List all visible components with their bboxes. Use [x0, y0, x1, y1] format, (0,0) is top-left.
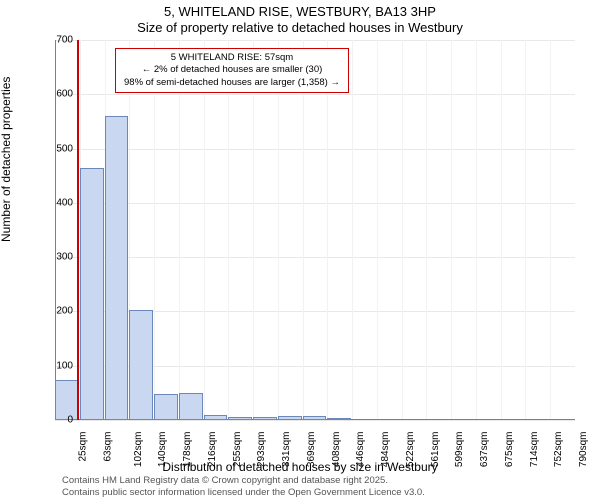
- gridline-vertical: [550, 40, 551, 420]
- annotation-box: 5 WHITELAND RISE: 57sqm← 2% of detached …: [115, 48, 349, 93]
- histogram-bar: [179, 393, 203, 420]
- gridline-vertical: [303, 40, 304, 420]
- x-tick-label: 331sqm: [281, 432, 292, 468]
- gridline-vertical: [426, 40, 427, 420]
- y-tick-label: 100: [56, 360, 73, 371]
- y-tick-label: 500: [56, 143, 73, 154]
- x-tick-label: 522sqm: [405, 432, 416, 468]
- annotation-line: 98% of semi-detached houses are larger (…: [124, 77, 340, 89]
- x-tick-label: 255sqm: [232, 432, 243, 468]
- gridline-vertical: [451, 40, 452, 420]
- gridline-vertical: [402, 40, 403, 420]
- x-tick-label: 561sqm: [430, 432, 441, 468]
- gridline-horizontal: [55, 40, 575, 41]
- gridline-vertical: [204, 40, 205, 420]
- gridline-horizontal: [55, 203, 575, 204]
- annotation-line: ← 2% of detached houses are smaller (30): [124, 64, 340, 76]
- gridline-vertical: [352, 40, 353, 420]
- footer-line-1: Contains HM Land Registry data © Crown c…: [62, 475, 388, 486]
- gridline-horizontal: [55, 94, 575, 95]
- gridline-horizontal: [55, 149, 575, 150]
- histogram-bar: [105, 116, 129, 420]
- histogram-bar: [154, 394, 178, 420]
- histogram-bar: [129, 310, 153, 420]
- histogram-bar: [327, 418, 351, 420]
- annotation-line: 5 WHITELAND RISE: 57sqm: [124, 52, 340, 64]
- x-tick-label: 599sqm: [455, 432, 466, 468]
- gridline-vertical: [253, 40, 254, 420]
- x-tick-label: 484sqm: [380, 432, 391, 468]
- x-tick-label: 216sqm: [207, 432, 218, 468]
- histogram-bar: [253, 417, 277, 420]
- histogram-bar: [303, 416, 327, 420]
- title-main: 5, WHITELAND RISE, WESTBURY, BA13 3HP: [0, 4, 600, 19]
- x-tick-label: 446sqm: [355, 432, 366, 468]
- histogram-bar: [80, 168, 104, 420]
- gridline-vertical: [327, 40, 328, 420]
- x-tick-label: 63sqm: [102, 432, 113, 462]
- x-tick-label: 714sqm: [529, 432, 540, 468]
- gridline-vertical: [228, 40, 229, 420]
- x-tick-label: 408sqm: [331, 432, 342, 468]
- y-tick-label: 700: [56, 35, 73, 46]
- x-tick-label: 637sqm: [479, 432, 490, 468]
- gridline-horizontal: [55, 420, 575, 421]
- y-tick-label: 600: [56, 89, 73, 100]
- x-tick-label: 293sqm: [256, 432, 267, 468]
- x-tick-label: 752sqm: [554, 432, 565, 468]
- y-tick-label: 400: [56, 197, 73, 208]
- histogram-bar: [228, 417, 252, 420]
- title-sub: Size of property relative to detached ho…: [0, 20, 600, 35]
- footer-line-2: Contains public sector information licen…: [62, 487, 425, 498]
- x-tick-label: 102sqm: [133, 432, 144, 468]
- x-tick-label: 790sqm: [578, 432, 589, 468]
- gridline-vertical: [179, 40, 180, 420]
- x-tick-label: 178sqm: [182, 432, 193, 468]
- x-tick-label: 675sqm: [504, 432, 515, 468]
- gridline-vertical: [154, 40, 155, 420]
- y-tick-label: 0: [67, 415, 73, 426]
- gridline-vertical: [525, 40, 526, 420]
- histogram-bar: [204, 415, 228, 420]
- gridline-vertical: [278, 40, 279, 420]
- histogram-bar: [278, 416, 302, 420]
- gridline-horizontal: [55, 257, 575, 258]
- x-tick-label: 140sqm: [157, 432, 168, 468]
- gridline-vertical: [377, 40, 378, 420]
- gridline-vertical: [476, 40, 477, 420]
- reference-line: [77, 40, 79, 420]
- y-tick-label: 300: [56, 252, 73, 263]
- gridline-vertical: [501, 40, 502, 420]
- x-tick-label: 369sqm: [306, 432, 317, 468]
- y-axis-label: Number of detached properties: [0, 77, 13, 242]
- chart-plot-area: 5 WHITELAND RISE: 57sqm← 2% of detached …: [55, 40, 575, 420]
- x-tick-label: 25sqm: [78, 432, 89, 462]
- y-tick-label: 200: [56, 306, 73, 317]
